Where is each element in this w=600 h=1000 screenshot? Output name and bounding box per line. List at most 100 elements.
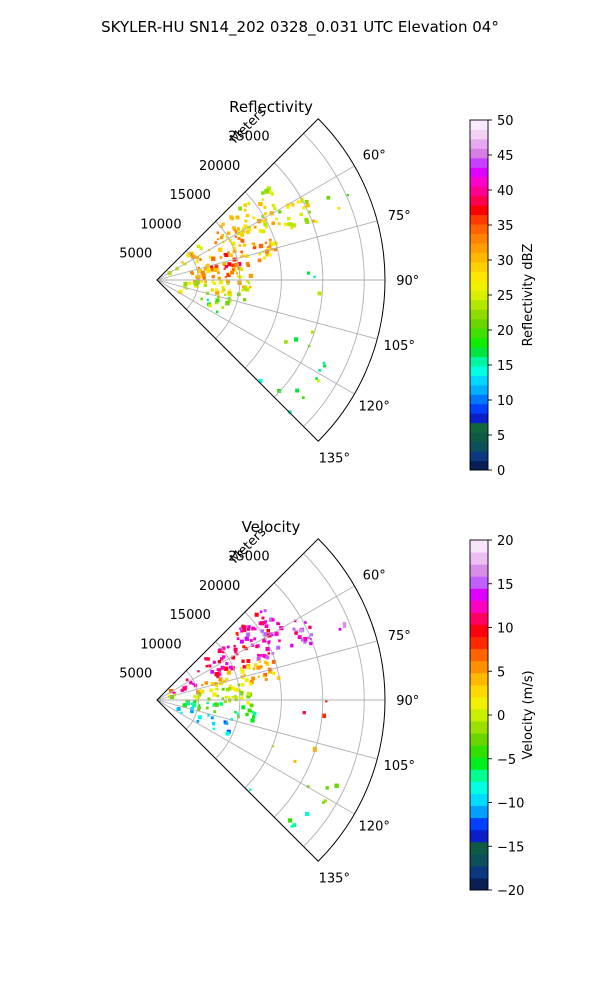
echo-pixel [315,377,318,380]
echo-pixel [239,255,243,258]
echo-pixel [252,715,256,719]
colorbar-swatch [470,805,488,819]
echo-pixel [226,670,231,675]
echo-pixel [213,710,217,714]
echo-pixel [236,227,240,231]
echo-pixel [257,653,260,657]
echo-pixel [253,637,257,641]
echo-pixel [250,718,255,723]
echo-pixel [172,691,176,695]
echo-pixel [269,241,273,245]
echo-pixel [222,646,226,650]
echo-pixel [326,195,331,200]
echo-pixel [258,379,263,383]
echo-pixel [263,222,268,227]
echo-pixel [255,645,259,649]
colorbar-tick-label: 10 [497,622,514,637]
echo-pixel [223,699,227,703]
colorbar-swatch [470,328,488,339]
echo-pixel [240,692,244,696]
echo-pixel [221,234,224,237]
echo-pixel [262,638,267,643]
echo-pixel [217,271,220,275]
echo-pixel [322,801,325,804]
echo-pixel [302,396,305,399]
echo-pixel [205,706,209,710]
echo-pixel [284,340,288,344]
echo-pixel [187,700,191,703]
echo-pixel [229,684,232,687]
echo-pixel [191,272,194,276]
echo-pixel [227,251,230,254]
colorbar-tick-label: 20 [497,534,514,549]
sector-frame [156,538,386,862]
azimuth-tick-label: 105° [384,759,415,774]
range-tick-label: 25000 [228,550,269,565]
echo-pixel [267,652,270,655]
echo-pixel [264,241,267,244]
echo-pixel [249,703,254,708]
echo-pixel [212,703,216,707]
echo-pixel [217,668,222,672]
echo-pixel [183,703,187,707]
echo-pixel [227,695,231,699]
echo-pixel [212,281,216,286]
echo-pixel [185,678,189,682]
echo-pixel [212,692,217,697]
echo-pixel [302,206,306,210]
echo-pixel [346,193,349,197]
echo-pixel [217,649,222,654]
echo-pixel [277,389,282,393]
echo-pixel [293,337,299,342]
azimuth-spoke [156,279,355,395]
colorbar-swatch [470,422,488,433]
colorbar-swatch [470,451,488,462]
echo-pixel [204,681,208,685]
echo-pixel [182,686,187,691]
echo-pixel [247,625,251,629]
echo-pixel [234,695,237,698]
echo-pixel [251,626,255,631]
echo-pixel [197,706,201,710]
echo-pixel [221,285,225,289]
echo-pixel [190,270,194,274]
echo-pixel [337,206,341,210]
echo-pixel [256,657,261,661]
echo-pixel [293,759,297,763]
echo-pixel [234,235,237,238]
echo-pixel [178,289,183,295]
echo-pixel [253,663,258,667]
echo-pixel [204,280,207,283]
echo-pixel [268,253,272,257]
echo-pixel [342,621,347,626]
echo-pixel [202,276,206,280]
echo-pixel [257,675,260,678]
colorbar-tick-label: −10 [497,797,524,812]
echo-pixel [230,216,234,221]
colorbar-swatch [470,280,488,291]
echo-pixel [225,731,230,736]
echo-pixel [192,683,195,686]
echo-pixel [290,226,294,230]
colorbar-swatch [470,636,488,650]
echo-pixel [225,300,230,306]
echo-pixel [194,282,199,287]
echo-pixel [222,288,226,292]
echo-pixel [265,662,270,666]
echo-pixel [259,654,263,657]
colorbar-swatch [470,432,488,443]
echo-pixel [263,632,268,637]
echo-pixel [263,205,267,209]
azimuth-tick-label: 60° [363,569,386,584]
colorbar-swatch [470,600,488,613]
echo-pixel [284,222,288,227]
colorbar-swatch [470,347,488,357]
echo-pixel [224,265,228,269]
colorbar-tick-label: 5 [497,429,505,444]
echo-pixel [287,818,293,823]
colorbar-swatch [470,356,488,367]
echo-pixel [260,629,264,633]
echo-pixel [242,665,247,669]
echo-pixel [313,275,316,278]
echo-pixel [264,660,268,664]
